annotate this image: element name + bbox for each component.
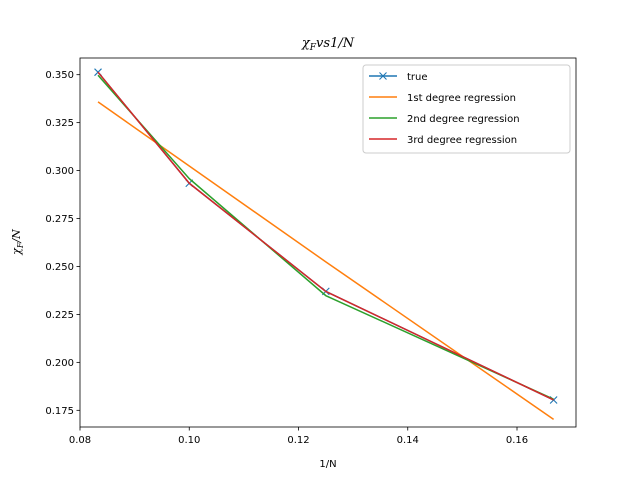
chart-title: χFvs1/N [301,36,355,53]
series-layer [94,68,558,420]
x-tick-label: 0.10 [178,435,200,446]
y-axis-label: χF/N [10,229,25,256]
y-tick-label: 0.275 [45,214,74,225]
y-tick-label: 0.350 [45,70,74,81]
y-tick-label: 0.175 [45,406,74,417]
series-line [97,101,555,420]
legend-label: 1st degree regression [407,93,516,104]
x-axis: 0.08 0.10 0.12 0.14 0.16 [69,427,528,446]
x-tick-label: 0.12 [287,435,309,446]
y-tick-label: 0.300 [45,166,74,177]
legend-entry: true [369,72,428,83]
x-tick-label: 0.14 [397,435,419,446]
legend-marker [379,72,387,80]
legend: true 1st degree regression 2nd degree regr… [362,64,571,154]
x-tick-label: 0.16 [506,435,528,446]
y-tick-label: 0.250 [45,262,74,273]
legend-entry: 3rd degree regression [369,135,517,146]
legend-box [362,64,571,154]
series-3 [97,71,554,401]
y-axis: 0.175 0.200 0.225 0.250 0.275 0.300 0.325 0.350 [45,70,80,417]
legend-label: true [407,72,428,83]
legend-label: 3rd degree regression [407,135,517,146]
y-tick-label: 0.200 [45,358,74,369]
x-tick-label: 0.08 [69,435,91,446]
series-1 [97,101,555,420]
series-line [97,71,554,401]
x-axis-label: 1/N [319,459,336,470]
y-tick-label: 0.225 [45,310,74,321]
legend-label: 2nd degree regression [407,114,520,125]
legend-entry: 1st degree regression [369,93,516,104]
legend-entry: 2nd degree regression [369,114,520,125]
y-tick-label: 0.325 [45,118,74,129]
plot-frame [79,57,577,428]
